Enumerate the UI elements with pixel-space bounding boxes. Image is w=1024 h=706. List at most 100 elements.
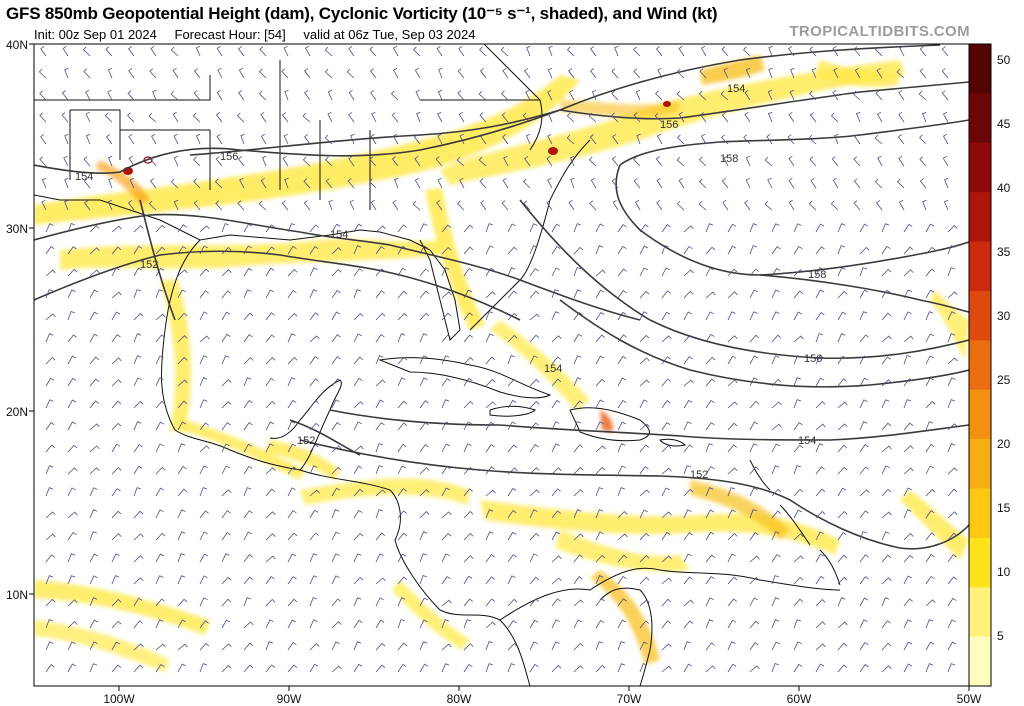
- wind-barb: [83, 178, 91, 189]
- wind-barb: [45, 598, 56, 607]
- wind-barb: [771, 510, 782, 519]
- wind-barb: [128, 46, 135, 57]
- wind-barb: [62, 45, 69, 57]
- wind-barb: [265, 267, 275, 277]
- wind-barb: [639, 509, 648, 519]
- wind-barb: [353, 421, 362, 431]
- wind-barb: [727, 576, 738, 585]
- wind-barb: [375, 577, 386, 585]
- wind-barb: [570, 177, 575, 189]
- wind-barb: [859, 510, 869, 519]
- wind-barb: [392, 45, 399, 57]
- wind-barb: [348, 45, 355, 57]
- wind-barb: [419, 553, 428, 563]
- wind-barb: [397, 333, 406, 343]
- wind-barb: [133, 643, 144, 651]
- wind-barb: [67, 531, 77, 541]
- wind-barb: [636, 133, 641, 145]
- wind-barb: [727, 223, 737, 233]
- wind-barb: [881, 445, 892, 453]
- wind-barb: [661, 531, 671, 541]
- contour-label: 158: [808, 269, 826, 281]
- wind-barb: [441, 378, 451, 387]
- wind-barb: [64, 199, 69, 211]
- wind-barb: [45, 664, 55, 673]
- wind-barb: [815, 575, 825, 585]
- wind-barb: [809, 90, 817, 101]
- wind-barb: [441, 291, 452, 299]
- wind-barb: [67, 511, 78, 519]
- wind-barb: [67, 663, 76, 673]
- wind-barb: [89, 378, 100, 387]
- forecast-hour: Forecast Hour: [54]: [174, 27, 286, 42]
- wind-barb: [566, 134, 575, 145]
- wind-barb: [302, 112, 311, 123]
- wind-barb: [485, 576, 495, 585]
- wind-barb: [853, 156, 861, 167]
- wind-barb: [375, 465, 384, 475]
- wind-barb: [258, 200, 267, 211]
- wind-barb: [833, 67, 839, 79]
- wind-barb: [111, 422, 122, 431]
- wind-barb: [634, 199, 641, 211]
- wind-barb: [617, 598, 627, 607]
- wind-barb: [89, 247, 100, 255]
- wind-barb: [441, 576, 451, 585]
- wind-barb: [727, 444, 737, 453]
- wind-barb: [941, 90, 949, 101]
- wind-barb: [897, 178, 905, 189]
- wind-barb: [573, 223, 582, 233]
- wind-barb: [265, 289, 274, 299]
- wind-barb: [639, 663, 648, 673]
- wind-barb: [195, 45, 201, 57]
- wind-barb: [419, 422, 429, 431]
- wind-barb: [437, 177, 443, 189]
- wind-barb: [683, 576, 693, 585]
- wind-barb: [881, 620, 891, 629]
- wind-barb: [150, 45, 157, 57]
- wind-barb: [353, 532, 364, 541]
- wind-barb: [221, 269, 232, 277]
- wind-barb: [485, 267, 495, 277]
- wind-barb: [67, 355, 76, 365]
- wind-barb: [67, 222, 75, 233]
- wind-barb: [837, 664, 848, 673]
- wind-barb: [375, 225, 386, 233]
- wind-barb: [111, 357, 122, 365]
- wind-barb: [943, 199, 949, 211]
- wind-barb: [309, 378, 319, 387]
- wind-barb: [199, 311, 208, 321]
- wind-barb: [853, 200, 861, 211]
- wind-barb: [133, 245, 143, 255]
- wind-barb: [265, 443, 274, 453]
- wind-barb: [346, 68, 355, 79]
- wind-barb: [793, 245, 803, 255]
- wind-barb: [727, 268, 738, 277]
- wind-barb: [243, 554, 253, 563]
- wind-barb: [353, 509, 363, 519]
- wind-barb: [705, 554, 716, 563]
- wind-barb: [925, 489, 936, 497]
- wind-barb: [133, 664, 144, 673]
- wind-barb: [419, 489, 430, 497]
- wind-barb: [133, 267, 143, 277]
- wind-barb: [503, 155, 509, 167]
- wind-barb: [727, 487, 736, 497]
- wind-barb: [287, 313, 298, 321]
- wind-barb: [745, 177, 751, 189]
- wind-barb: [551, 641, 560, 651]
- wind-barb: [875, 90, 883, 101]
- colorbar-label: 45: [997, 117, 1011, 131]
- wind-barb: [177, 443, 186, 453]
- wind-barb: [485, 356, 496, 365]
- wind-barb: [67, 553, 76, 563]
- wind-barb: [529, 334, 540, 343]
- wind-barb: [749, 509, 758, 519]
- wind-barb: [815, 312, 825, 321]
- wind-barb: [815, 289, 824, 299]
- wind-barb: [573, 377, 582, 387]
- wind-barb: [859, 619, 868, 629]
- wind-barb: [661, 555, 672, 563]
- wind-barb: [852, 90, 861, 101]
- wind-barb: [111, 334, 121, 343]
